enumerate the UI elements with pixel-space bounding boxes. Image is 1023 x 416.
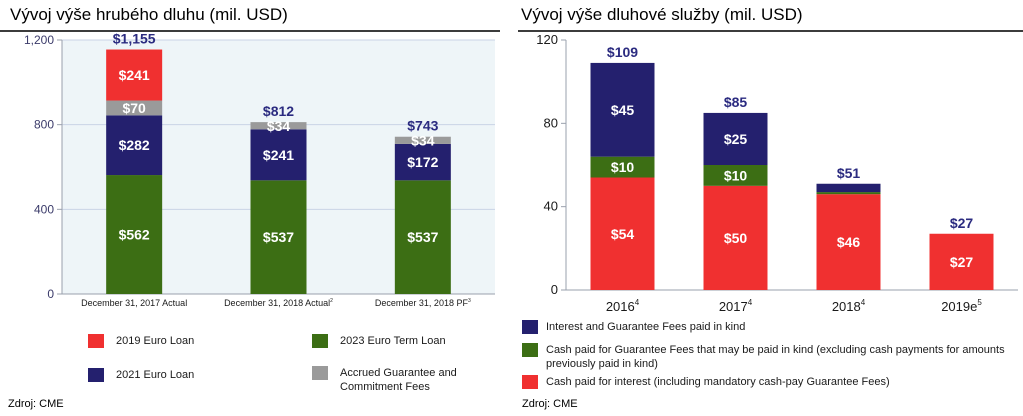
bar-value-label: $34	[267, 118, 291, 134]
y-tick-label: 80	[544, 115, 558, 130]
bar-segment	[816, 183, 881, 193]
footnote-superscript: 5	[977, 298, 982, 307]
x-category-text: December 31, 2018 Actual	[224, 298, 330, 308]
x-category-label: December 31, 2018 Actual2	[224, 298, 333, 308]
bar-value-label: $562	[119, 227, 150, 243]
bar-value-label: $34	[411, 132, 435, 148]
legend-swatch	[88, 334, 104, 348]
bar-segment	[590, 177, 655, 290]
bar-segment	[394, 136, 451, 144]
y-tick-label: 400	[34, 202, 54, 216]
bar-segment	[106, 175, 163, 294]
source-note: Zdroj: CME	[522, 398, 578, 410]
bar-total-label: $109	[607, 44, 638, 60]
bar-segment	[590, 62, 655, 157]
bar-total-label: $51	[837, 165, 861, 181]
x-category-text: December 31, 2018 PF	[375, 298, 469, 308]
footnote-superscript: 2	[330, 298, 333, 304]
legend-swatch	[522, 320, 538, 334]
bar-segment	[250, 180, 307, 294]
bar-value-label: $25	[724, 131, 748, 147]
bar-total-label: $743	[407, 118, 438, 134]
title-divider	[518, 30, 1023, 32]
footnote-superscript: 4	[635, 298, 640, 307]
bar-value-label: $50	[724, 230, 748, 246]
legend-swatch	[312, 366, 328, 380]
bar-segment	[250, 129, 307, 181]
y-tick-label: 800	[34, 118, 54, 132]
bar-total-label: $27	[950, 215, 974, 231]
legend-swatch	[312, 334, 328, 348]
source-note: Zdroj: CME	[8, 398, 64, 410]
bar-segment	[106, 115, 163, 176]
legend-label: Cash paid for interest (including mandat…	[546, 376, 890, 388]
bar-segment	[106, 49, 163, 101]
gross-debt-chart: 0 400 800 1,200 $562 $282 $70 $241 $1,155 Decembe…	[24, 31, 495, 308]
bar-total-label: $812	[263, 103, 294, 119]
x-category-label: 20174	[719, 298, 753, 314]
bar-segment	[590, 156, 655, 178]
bar-value-label: $10	[611, 159, 635, 175]
bar-value-label: $10	[724, 167, 748, 183]
bar-value-label: $70	[122, 100, 146, 116]
debt-service-chart: 04080120$54$10$45$10920164$50$10$25$8520…	[536, 32, 1018, 314]
legend-label: Interest and Guarantee Fees paid in kind	[546, 321, 746, 333]
bar-segment	[106, 100, 163, 116]
bar-segment	[703, 112, 768, 165]
bar-value-label: $54	[611, 226, 635, 242]
bar-value-label: $172	[407, 154, 438, 170]
y-tick-label: 0	[551, 282, 558, 297]
debt-service-title: Vývoj výše dluhové služby (mil. USD)	[521, 5, 803, 24]
legend-label: Cash paid for Guarantee Fees that may be…	[546, 344, 1005, 370]
x-category-text: 2019e	[941, 299, 977, 314]
x-category-label: 2019e5	[941, 298, 982, 314]
x-category-label: December 31, 2018 PF3	[375, 298, 471, 308]
bar-segment	[929, 233, 994, 290]
legend-swatch	[88, 368, 104, 382]
bar-segment	[250, 122, 307, 130]
legend-swatch	[522, 375, 538, 389]
bar-value-label: $537	[263, 229, 294, 245]
bar-segment	[703, 165, 768, 186]
legend-swatch	[522, 343, 538, 357]
bar-value-label: $282	[119, 137, 150, 153]
x-category-text: 2016	[606, 299, 635, 314]
bar-total-label: $85	[724, 94, 748, 110]
legend-label: 2019 Euro Loan	[116, 335, 195, 347]
bar-segment	[816, 192, 881, 195]
footnote-superscript: 4	[861, 298, 866, 307]
bar-value-label: $241	[119, 67, 150, 83]
y-tick-label: 0	[47, 287, 54, 301]
title-divider	[0, 30, 500, 32]
gross-debt-panel: Vývoj výše hrubého dluhu (mil. USD) 0 400…	[0, 0, 505, 416]
footnote-superscript: 4	[748, 298, 753, 307]
y-tick-label: 1,200	[24, 33, 54, 47]
legend-label: Accrued Guarantee and Commitment Fees	[340, 367, 457, 393]
bar-segment	[394, 143, 451, 181]
x-category-label: 20184	[832, 298, 866, 314]
x-category-label: 20164	[606, 298, 640, 314]
x-category-text: December 31, 2017 Actual	[81, 298, 187, 308]
bar-value-label: $46	[837, 234, 861, 250]
x-category-label: December 31, 2017 Actual	[81, 298, 187, 308]
x-category-text: 2017	[719, 299, 748, 314]
bar-segment	[394, 180, 451, 294]
bar-value-label: $45	[611, 102, 635, 118]
legend-label: 2021 Euro Loan	[116, 369, 195, 381]
bar-total-label: $1,155	[113, 31, 156, 47]
bar-segment	[703, 185, 768, 290]
footnote-superscript: 3	[468, 298, 471, 304]
bar-value-label: $241	[263, 147, 294, 163]
y-tick-label: 120	[536, 32, 558, 47]
gross-debt-title: Vývoj výše hrubého dluhu (mil. USD)	[10, 5, 288, 24]
x-category-text: 2018	[832, 299, 861, 314]
debt-service-panel: Vývoj výše dluhové služby (mil. USD) 0 40…	[518, 0, 1023, 416]
y-tick-label: 40	[544, 199, 558, 214]
bar-value-label: $27	[950, 254, 974, 270]
bar-segment	[816, 194, 881, 290]
legend-label: 2023 Euro Term Loan	[340, 335, 446, 347]
bar-value-label: $537	[407, 229, 438, 245]
